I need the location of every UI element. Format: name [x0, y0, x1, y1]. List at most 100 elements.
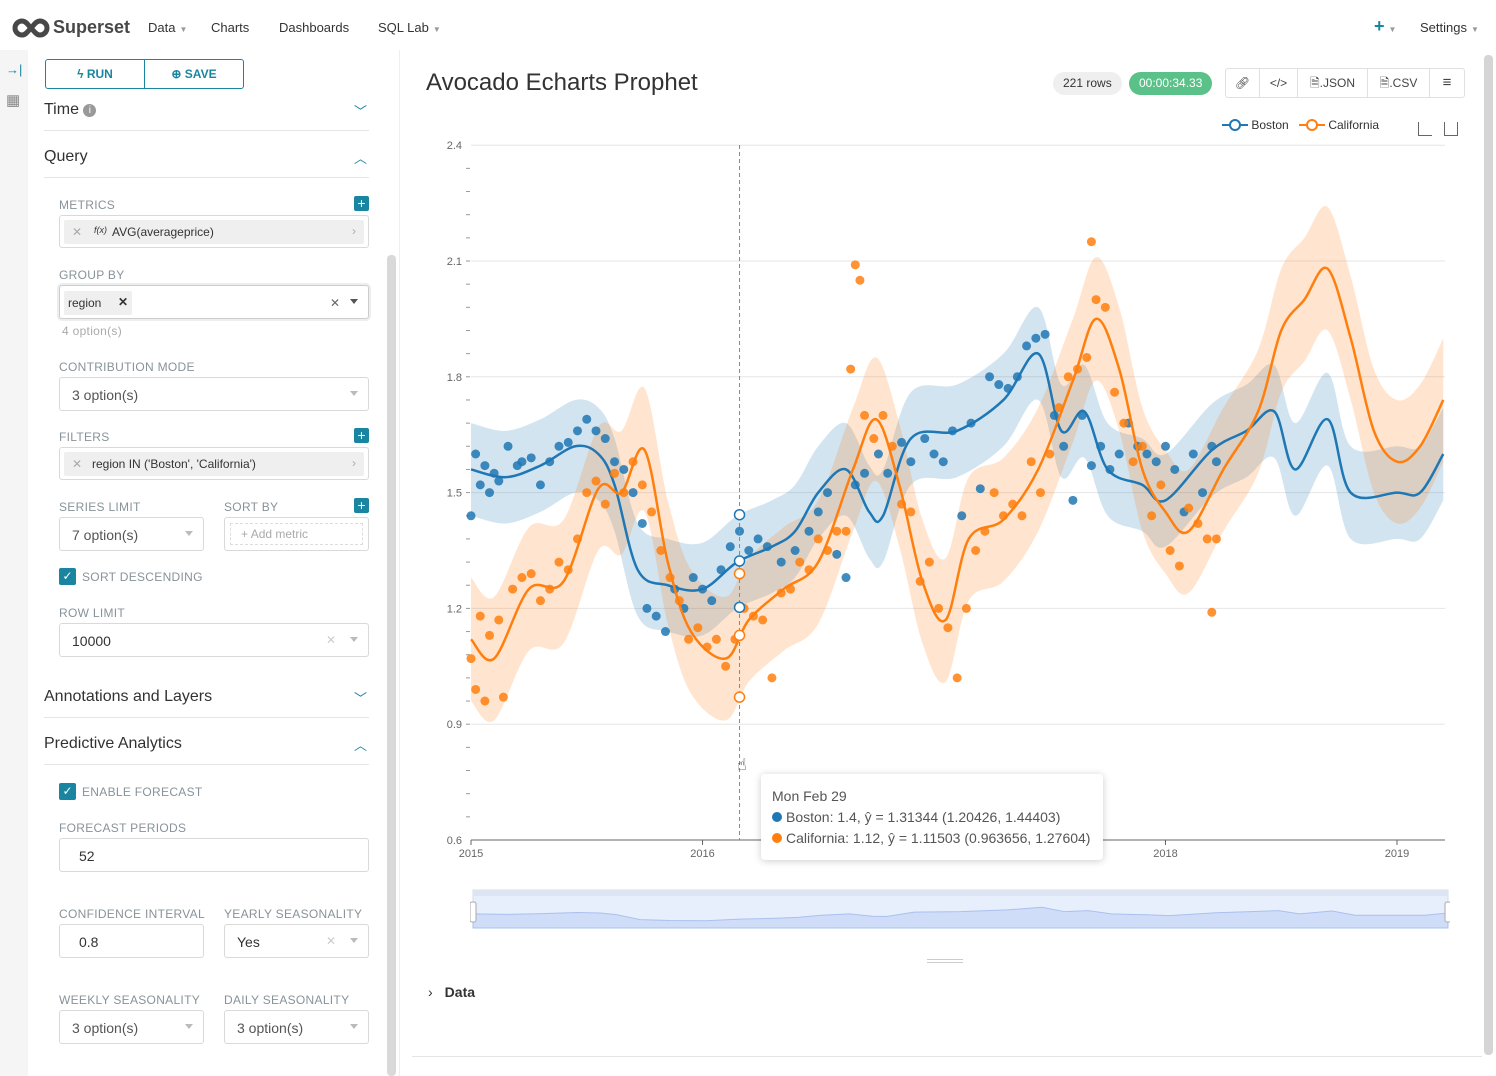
actual-point: [753, 534, 763, 544]
actual-point: [526, 453, 536, 463]
sort-descending-checkbox[interactable]: ✓: [59, 568, 76, 585]
clear-icon[interactable]: ✕: [329, 296, 340, 310]
actual-point: [762, 542, 772, 552]
section-query-title: Query: [44, 148, 88, 165]
brand-name[interactable]: Superset: [53, 17, 131, 37]
enable-forecast-label: ENABLE FORECAST: [82, 785, 203, 799]
clear-icon[interactable]: ✕: [325, 633, 336, 647]
nav-sql-lab[interactable]: SQL Lab ▼: [378, 20, 441, 35]
add-filter-button[interactable]: +: [354, 428, 369, 443]
actual-point: [1031, 333, 1041, 343]
actual-point: [489, 468, 499, 478]
chevron-right-icon[interactable]: ›: [352, 224, 356, 238]
forecast-chart[interactable]: 0.6 0.9 1.2 1.5 1.8 2.1 2.4 2015 2016 2018 2019: [420, 130, 1480, 870]
save-button[interactable]: ⊕ SAVE: [144, 59, 244, 89]
actual-point: [688, 573, 698, 583]
actual-point: [943, 623, 953, 633]
new-button[interactable]: + ▼: [1374, 16, 1396, 37]
remove-icon[interactable]: ✕: [72, 225, 83, 239]
actual-point: [1142, 449, 1152, 459]
forecast-periods-value: 52: [79, 848, 95, 864]
actual-point: [628, 457, 638, 467]
legend-boston[interactable]: Boston: [1222, 118, 1289, 132]
groupby-chip-label: region: [68, 296, 102, 310]
section-predictive[interactable]: Predictive Analytics ︿: [44, 735, 369, 765]
actual-point: [471, 449, 481, 459]
add-metric-button[interactable]: +: [354, 196, 369, 211]
save-label: SAVE: [184, 67, 217, 81]
chart-title[interactable]: Avocado Echarts Prophet: [426, 69, 698, 96]
actual-point: [600, 499, 610, 509]
actual-point: [795, 557, 805, 567]
more-menu-button[interactable]: ≡: [1429, 68, 1465, 98]
series-limit-select[interactable]: 7 option(s): [59, 517, 204, 551]
table-icon[interactable]: ▦: [6, 92, 21, 109]
confidence-interval-input[interactable]: 0.8: [59, 924, 204, 958]
resize-handle[interactable]: [927, 959, 963, 963]
zoom-select-icon[interactable]: [1418, 122, 1432, 136]
metrics-field[interactable]: ✕ f(x) AVG(averageprice) ›: [59, 215, 369, 248]
actual-point: [1086, 237, 1096, 247]
actual-point: [952, 673, 962, 683]
zoom-handle[interactable]: [470, 901, 477, 923]
nav-charts[interactable]: Charts: [211, 20, 250, 35]
actual-point: [1137, 441, 1147, 451]
row-limit-select[interactable]: 10000 ✕: [59, 623, 369, 657]
control-panel-scrollbar[interactable]: [387, 255, 396, 1076]
groupby-hint: 4 option(s): [62, 324, 122, 338]
section-time[interactable]: Time i ﹀: [44, 101, 369, 131]
chart-tooltip: Mon Feb 29 Boston: 1.4, ŷ = 1.31344 (1.2…: [761, 774, 1103, 860]
actual-point: [846, 364, 856, 374]
page-scrollbar[interactable]: [1484, 55, 1493, 1055]
contribution-select[interactable]: 3 option(s): [59, 377, 369, 411]
remove-icon[interactable]: ✕: [72, 457, 83, 471]
chevron-right-icon[interactable]: ›: [352, 456, 356, 470]
yearly-seasonality-select[interactable]: Yes ✕: [224, 924, 369, 958]
actual-point: [1110, 387, 1120, 397]
expand-icon[interactable]: →|: [6, 62, 23, 77]
actual-point: [475, 480, 485, 490]
enable-forecast-checkbox[interactable]: ✓: [59, 783, 76, 800]
x-tick-label: 2016: [690, 848, 714, 860]
share-link-button[interactable]: 🔗︎: [1225, 68, 1260, 98]
clear-icon[interactable]: ✕: [325, 934, 336, 948]
settings-menu[interactable]: Settings ▼: [1420, 20, 1479, 35]
legend-california[interactable]: California: [1299, 118, 1379, 132]
filters-field[interactable]: ✕ region IN ('Boston', 'California') ›: [59, 447, 369, 480]
add-metric-button[interactable]: + Add metric: [230, 523, 363, 545]
export-json-button[interactable]: 🗎.JSON: [1297, 68, 1368, 98]
section-time-title: Time: [44, 101, 79, 118]
actual-point: [619, 464, 629, 474]
actual-point: [1008, 499, 1018, 509]
data-zoom-slider[interactable]: [470, 888, 1450, 930]
forecast-periods-input[interactable]: 52: [59, 838, 369, 872]
add-sort-button[interactable]: +: [354, 498, 369, 513]
section-annotations[interactable]: Annotations and Layers ﹀: [44, 688, 369, 718]
data-section-toggle[interactable]: › Data: [428, 984, 475, 1000]
metric-chip[interactable]: ✕ f(x) AVG(averageprice) ›: [64, 220, 364, 244]
run-button[interactable]: ϟ RUN: [45, 59, 145, 89]
filter-chip[interactable]: ✕ region IN ('Boston', 'California') ›: [64, 452, 364, 476]
superset-logo-icon[interactable]: [12, 18, 50, 38]
dropdown-arrow-icon: [350, 1024, 358, 1033]
daily-seasonality-select[interactable]: 3 option(s): [224, 1010, 369, 1044]
tooltip-date: Mon Feb 29: [772, 788, 847, 804]
weekly-seasonality-select[interactable]: 3 option(s): [59, 1010, 204, 1044]
dropdown-arrow-icon[interactable]: [350, 299, 358, 308]
section-query[interactable]: Query ︿: [44, 148, 369, 178]
bolt-icon: ϟ: [77, 67, 87, 81]
export-csv-button[interactable]: 🗎.CSV: [1367, 68, 1430, 98]
nav-dashboards[interactable]: Dashboards: [279, 20, 350, 35]
nav-data[interactable]: Data ▼: [148, 20, 187, 35]
groupby-chip[interactable]: region ✕: [64, 291, 132, 315]
remove-icon[interactable]: ✕: [118, 295, 129, 309]
actual-point: [929, 449, 939, 459]
zoom-handle[interactable]: [1444, 901, 1450, 923]
embed-code-button[interactable]: </>: [1259, 68, 1298, 98]
hover-marker: [733, 555, 746, 567]
zoom-reset-icon[interactable]: [1444, 122, 1458, 136]
groupby-select[interactable]: region ✕ ✕: [59, 285, 369, 319]
dropdown-arrow-icon: [350, 391, 358, 400]
actual-point: [776, 557, 786, 567]
sort-by-field[interactable]: + Add metric: [224, 517, 369, 551]
